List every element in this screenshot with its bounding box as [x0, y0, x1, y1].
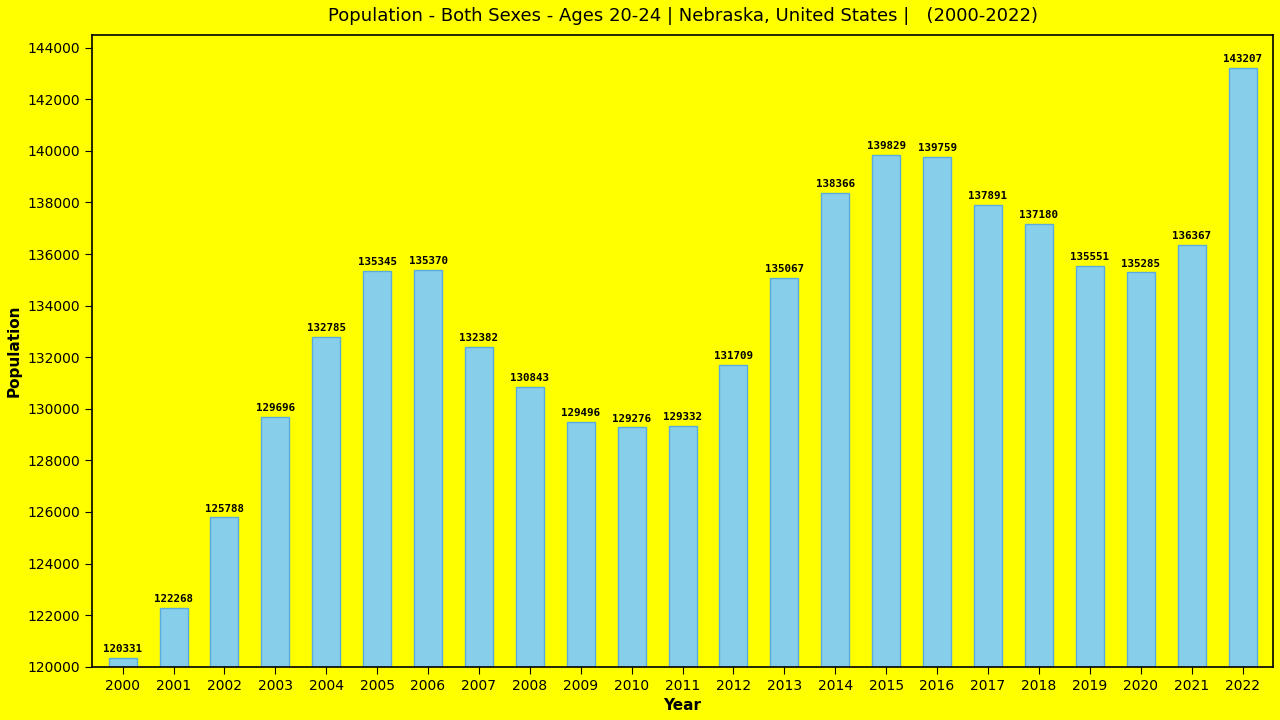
- Text: 122268: 122268: [154, 594, 193, 604]
- Title: Population - Both Sexes - Ages 20-24 | Nebraska, United States |   (2000-2022): Population - Both Sexes - Ages 20-24 | N…: [328, 7, 1038, 25]
- Bar: [974, 205, 1002, 667]
- Text: 137180: 137180: [1019, 210, 1059, 220]
- Bar: [567, 422, 595, 667]
- Bar: [822, 193, 849, 667]
- Bar: [1229, 68, 1257, 667]
- Text: 132382: 132382: [460, 333, 498, 343]
- Text: 135370: 135370: [408, 256, 448, 266]
- X-axis label: Year: Year: [663, 698, 701, 713]
- Text: 129696: 129696: [256, 402, 294, 413]
- Text: 129332: 129332: [663, 412, 701, 422]
- Text: 135551: 135551: [1070, 252, 1110, 262]
- Text: 136367: 136367: [1172, 230, 1211, 240]
- Bar: [1126, 272, 1155, 667]
- Bar: [364, 271, 392, 667]
- Bar: [1025, 224, 1053, 667]
- Text: 135067: 135067: [765, 264, 804, 274]
- Bar: [1178, 245, 1206, 667]
- Text: 139829: 139829: [867, 141, 906, 151]
- Text: 143207: 143207: [1222, 54, 1262, 64]
- Bar: [668, 426, 696, 667]
- Text: 129496: 129496: [561, 408, 600, 418]
- Bar: [516, 387, 544, 667]
- Text: 130843: 130843: [511, 373, 549, 383]
- Bar: [719, 365, 748, 667]
- Text: 138366: 138366: [815, 179, 855, 189]
- Bar: [465, 347, 493, 667]
- Bar: [109, 658, 137, 667]
- Bar: [160, 608, 187, 667]
- Text: 135285: 135285: [1121, 258, 1160, 269]
- Y-axis label: Population: Population: [6, 305, 22, 397]
- Bar: [210, 518, 238, 667]
- Text: 132785: 132785: [307, 323, 346, 333]
- Text: 120331: 120331: [104, 644, 142, 654]
- Text: 131709: 131709: [714, 351, 753, 361]
- Bar: [312, 337, 340, 667]
- Text: 135345: 135345: [357, 257, 397, 267]
- Bar: [618, 428, 645, 667]
- Bar: [872, 156, 900, 667]
- Text: 137891: 137891: [969, 192, 1007, 202]
- Text: 139759: 139759: [918, 143, 956, 153]
- Bar: [771, 278, 799, 667]
- Bar: [261, 417, 289, 667]
- Text: 125788: 125788: [205, 503, 244, 513]
- Bar: [1075, 266, 1103, 667]
- Bar: [413, 270, 442, 667]
- Bar: [923, 157, 951, 667]
- Text: 129276: 129276: [612, 413, 652, 423]
